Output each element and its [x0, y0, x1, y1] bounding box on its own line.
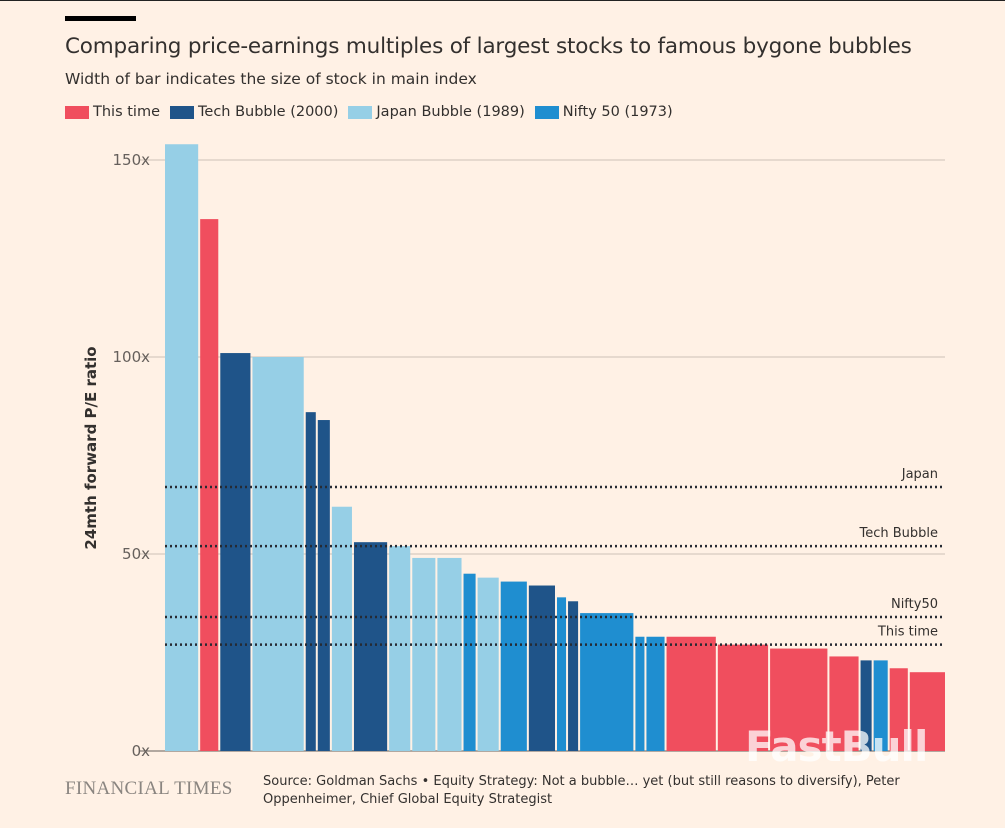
reference-line-label: Tech Bubble: [858, 526, 938, 541]
source-note: Source: Goldman Sachs • Equity Strategy:…: [263, 774, 900, 807]
bar: [889, 668, 908, 751]
y-axis-label: 24mth forward P/E ratio: [82, 346, 100, 549]
legend-label: Nifty 50 (1973): [562, 104, 673, 120]
bar: [909, 672, 945, 751]
legend-item-japan-bubble: Japan Bubble (1989): [348, 104, 525, 120]
bar: [412, 557, 436, 751]
watermark-logo: FastBull: [745, 722, 928, 771]
bar: [437, 557, 462, 751]
bar: [500, 581, 527, 751]
legend-label: Japan Bubble (1989): [376, 104, 525, 120]
reference-line-label: This time: [877, 625, 938, 640]
bar: [305, 412, 316, 751]
bar: [317, 420, 330, 751]
top-border: [0, 0, 1005, 1]
bar: [717, 644, 769, 751]
bar: [165, 144, 199, 752]
legend-swatch: [348, 105, 373, 119]
bar: [635, 636, 645, 751]
bar: [353, 542, 388, 751]
legend-item-tech-bubble: Tech Bubble (2000): [170, 104, 338, 120]
legend-swatch: [65, 105, 89, 119]
legend-item-nifty-50: Nifty 50 (1973): [534, 104, 673, 120]
bar: [389, 546, 411, 751]
reference-lines: Japan Tech Bubble Nifty50 This time: [165, 467, 945, 646]
bars: [165, 144, 945, 752]
bar: [556, 597, 567, 751]
legend-label: This time: [93, 104, 160, 120]
bar: [463, 573, 476, 751]
reference-line-label: Nifty50: [891, 597, 938, 612]
bar: [666, 636, 716, 751]
bar: [580, 613, 634, 751]
bar: [860, 660, 872, 751]
reference-line-label: Japan: [901, 467, 938, 482]
bar: [829, 656, 859, 751]
legend-swatch: [170, 105, 194, 119]
bar: [873, 660, 888, 751]
bar: [200, 219, 219, 752]
bar: [770, 648, 828, 751]
bar: [252, 357, 304, 751]
y-tick-label: 50x: [122, 545, 150, 563]
bar: [477, 577, 499, 751]
bar: [568, 601, 579, 751]
bar: [331, 506, 352, 751]
bar: [646, 636, 665, 751]
chart-subtitle: Width of bar indicates the size of stock…: [65, 70, 477, 88]
legend: This time Tech Bubble (2000) Japan Bubbl…: [65, 104, 673, 120]
legend-item-this-time: This time: [65, 104, 160, 120]
ft-logo: FINANCIAL TIMES: [65, 778, 233, 799]
accent-bar: [65, 16, 136, 21]
y-tick-label: 100x: [112, 348, 150, 366]
bar: [220, 353, 251, 751]
legend-swatch: [534, 105, 559, 119]
y-tick-label: 0x: [132, 742, 151, 760]
y-tick-label: 150x: [112, 151, 150, 169]
legend-label: Tech Bubble (2000): [198, 104, 339, 120]
chart-title: Comparing price-earnings multiples of la…: [65, 34, 912, 59]
bar: [528, 585, 555, 751]
